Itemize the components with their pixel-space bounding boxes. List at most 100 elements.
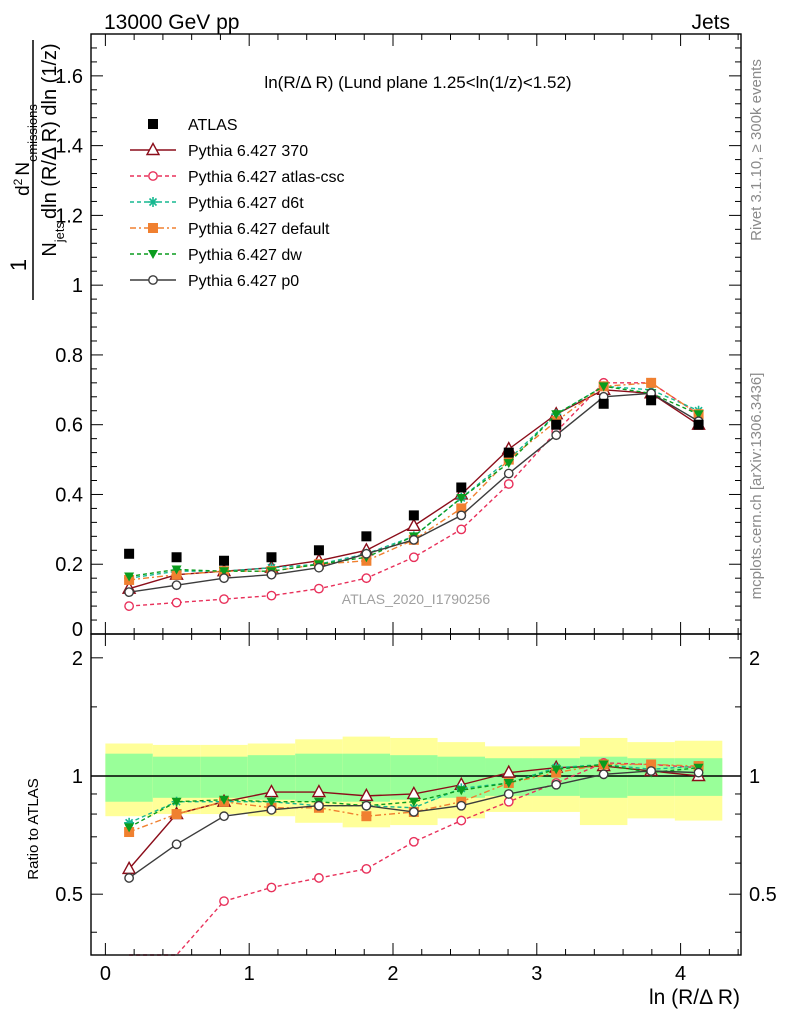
data-point	[551, 419, 562, 430]
ratio-point-3	[646, 759, 657, 770]
data-point	[408, 510, 419, 521]
ratio-point-5	[266, 804, 277, 815]
series-point-1	[408, 552, 419, 563]
ratio-y-tick-label-right: 0.5	[749, 884, 777, 906]
y-tick-label: 1	[72, 275, 83, 297]
ratio-y-tick-label-left: 0.5	[55, 884, 83, 906]
series-point-4	[551, 410, 562, 420]
legend-marker-4	[148, 250, 158, 259]
series-point-5	[219, 573, 229, 584]
legend-marker-3	[148, 223, 158, 233]
ratio-point-5	[456, 800, 467, 811]
ratio-point-5	[314, 800, 324, 811]
ratio-point-5	[598, 769, 609, 780]
series-point-1	[171, 597, 182, 608]
y-label-denominator: Njetsdln (R/Δ R) dln (1/z)	[39, 43, 67, 256]
y-tick-label: 1.6	[55, 66, 83, 88]
ratio-point-0	[501, 764, 516, 778]
data-point	[693, 419, 704, 430]
ratio-point-4	[219, 795, 230, 805]
series-line-2	[129, 385, 699, 579]
ratio-point-4	[171, 797, 182, 807]
chart-title: ln(R/Δ R) (Lund plane 1.25<ln(1/z)<1.52)	[264, 73, 571, 92]
data-point	[171, 552, 182, 563]
series-point-5	[408, 534, 419, 545]
legend-marker-2	[148, 197, 158, 207]
series-point-1	[456, 524, 467, 535]
legend-label-0: Pythia 6.427 370	[188, 143, 308, 160]
series-line-4	[129, 385, 699, 578]
x-tick-label: 4	[675, 963, 686, 985]
series-point-1	[124, 601, 135, 611]
ratio-point-5	[646, 766, 657, 776]
ratio-band-inner	[105, 753, 153, 802]
ratio-point-4	[503, 778, 514, 788]
series-point-5	[503, 468, 514, 479]
rivet-version-label: Rivet 3.1.10, ≥ 300k events	[748, 59, 765, 241]
x-tick-label: 2	[387, 963, 398, 985]
data-point	[503, 447, 514, 458]
ratio-point-1	[361, 863, 372, 874]
ratio-point-4	[124, 823, 135, 833]
legend-marker-0	[145, 142, 161, 156]
series-point-1	[361, 573, 372, 584]
ratio-point-5	[171, 839, 182, 850]
data-point	[124, 548, 135, 559]
series-point-0	[406, 517, 422, 532]
mcplots-source-label: mcplots.cern.ch [arXiv:1306.3436]	[748, 373, 765, 600]
main-panel-series	[121, 377, 706, 611]
ratio-point-1	[314, 873, 324, 883]
ratio-point-5	[503, 789, 514, 799]
x-axis-label: ln (R/Δ R)	[649, 986, 740, 1009]
ratio-point-5	[408, 807, 419, 817]
ratio-point-4	[551, 765, 562, 775]
ratio-point-0	[359, 787, 374, 802]
y-tick-label: 0	[72, 619, 83, 641]
series-line-5	[129, 392, 699, 593]
y-tick-label: 0.8	[55, 345, 83, 367]
data-point	[266, 552, 277, 563]
ratio-point-1	[408, 836, 419, 847]
y-label-prefix: 1	[6, 259, 31, 271]
ratio-y-tick-label-left: 2	[72, 648, 83, 670]
y-tick-label: 0.6	[55, 415, 83, 437]
y-tick-label: 0.4	[55, 484, 83, 506]
series-point-4	[171, 565, 182, 575]
header-right-label: Jets	[691, 11, 730, 34]
series-point-1	[503, 479, 514, 489]
ratio-point-1	[219, 896, 229, 907]
series-point-5	[171, 580, 182, 591]
series-point-4	[456, 493, 467, 503]
x-tick-label: 3	[531, 963, 542, 985]
ratio-band-inner	[152, 756, 201, 798]
data-point	[646, 395, 657, 406]
ratio-band-inner	[200, 756, 248, 798]
data-point	[361, 531, 372, 542]
series-point-3	[646, 377, 657, 388]
ratio-y-axis-label: Ratio to ATLAS	[25, 778, 42, 879]
ratio-panel-series	[91, 757, 741, 956]
series-point-4	[598, 382, 609, 392]
ratio-point-5	[693, 767, 704, 778]
series-point-1	[266, 590, 277, 601]
ratio-y-tick-label-left: 1	[72, 766, 83, 788]
legend-marker-5	[148, 275, 158, 285]
ratio-point-0	[311, 784, 327, 798]
axes: 0 1 2 3 4 0 0.2 0.4 0.6 0.8 1 1.2 1.4 1.6 0.5 0.5 1 1 2 2	[55, 33, 777, 985]
series-point-4	[124, 572, 135, 582]
series-point-5	[266, 569, 277, 580]
data-point	[456, 482, 467, 493]
series-point-5	[124, 587, 135, 598]
data-point	[598, 398, 609, 409]
legend-label-4: Pythia 6.427 dw	[188, 247, 302, 264]
legend-marker-1	[148, 171, 158, 181]
series-point-5	[551, 430, 562, 441]
ratio-point-5	[551, 779, 562, 790]
y-tick-label: 0.2	[55, 554, 83, 576]
series-point-1	[314, 583, 324, 594]
legend-marker-data	[148, 119, 158, 129]
y-tick-label: 1.4	[55, 136, 83, 158]
ratio-point-3	[361, 811, 372, 822]
series-point-5	[361, 548, 372, 559]
x-tick-label: 0	[100, 963, 111, 985]
